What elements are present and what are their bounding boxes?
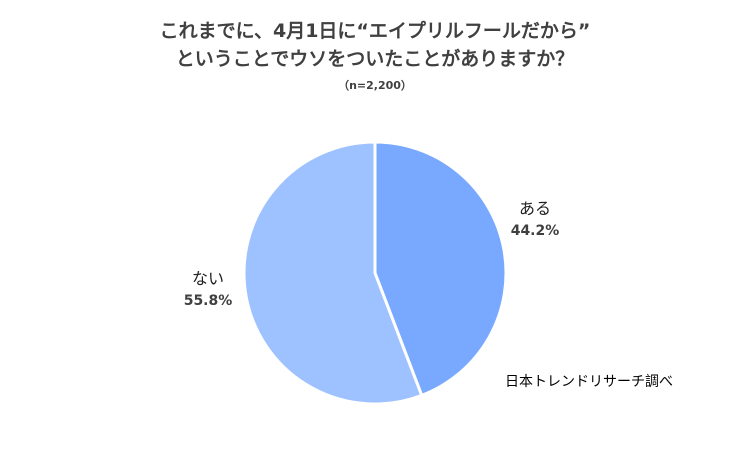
slice-value-nai: 55.8% (183, 293, 233, 309)
chart-title-line-1: これまでに、4月1日に“エイプリルフールだから” (159, 20, 591, 42)
slice-label-nai: ない 55.8% (178, 268, 238, 312)
slice-name-nai: ない (191, 269, 224, 288)
slice-name-aru: ある (518, 199, 551, 218)
slice-value-aru: 44.2% (510, 223, 560, 239)
chart-subtitle: （n=2,200） (338, 79, 412, 92)
pie-slice-aru (373, 140, 508, 397)
pie-slice-nai (242, 140, 424, 406)
chart-title-line-2: ということでウソをついたことがありますか？ (175, 48, 575, 70)
source-note: 日本トレンドリサーチ調べ (505, 374, 673, 390)
slice-label-aru: ある 44.2% (505, 198, 565, 242)
